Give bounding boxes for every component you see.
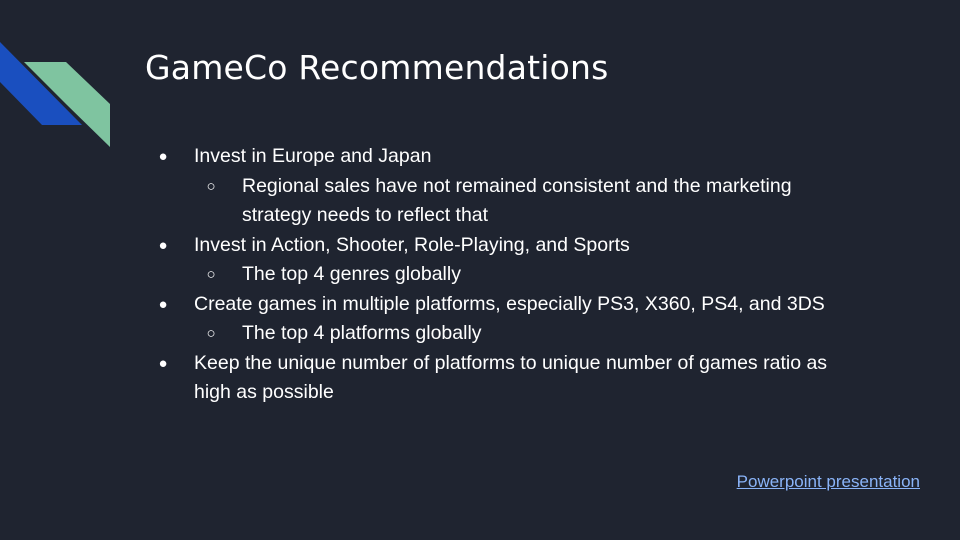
bullet-text: Keep the unique number of platforms to u… (194, 351, 828, 374)
bullet-item: ● Invest in Europe and Japan (0, 142, 960, 172)
bullet-text: Create games in multiple platforms, espe… (194, 292, 825, 315)
bullet-item: ● Create games in multiple platforms, es… (0, 290, 960, 320)
sub-bullet-marker: ○ (206, 266, 216, 283)
bullet-item: ● Keep the unique number of platforms to… (0, 349, 960, 379)
sub-bullet-text: Regional sales have not remained consist… (242, 174, 792, 197)
bullet-text: Invest in Action, Shooter, Role-Playing,… (194, 233, 630, 256)
sub-bullet-marker: ○ (206, 325, 216, 342)
bullet-marker: ● (158, 295, 168, 313)
slide-title: GameCo Recommendations (145, 48, 609, 87)
sub-bullet-marker: ○ (206, 177, 216, 195)
corner-decoration (0, 42, 110, 147)
decoration-green-stripe (24, 62, 110, 147)
sub-bullet-text: strategy needs to reflect that (242, 204, 489, 226)
sub-bullet-item: ○ Regional sales have not remained consi… (0, 172, 960, 202)
decoration-blue-stripe (0, 42, 82, 125)
bullet-continuation: high as possible (0, 378, 960, 408)
bullet-marker: ● (158, 354, 168, 372)
powerpoint-presentation-link[interactable]: Powerpoint presentation (736, 472, 920, 491)
bullet-text: high as possible (194, 381, 334, 403)
sub-bullet-item: ○ The top 4 platforms globally (0, 319, 960, 349)
bullet-marker: ● (158, 148, 168, 165)
sub-bullet-text: The top 4 genres globally (242, 263, 461, 285)
sub-bullet-item: ○ The top 4 genres globally (0, 260, 960, 290)
bullet-list: ● Invest in Europe and Japan ○ Regional … (0, 142, 960, 408)
sub-bullet-text: The top 4 platforms globally (242, 322, 482, 344)
bullet-marker: ● (158, 236, 168, 254)
bullet-item: ● Invest in Action, Shooter, Role-Playin… (0, 231, 960, 261)
bullet-text: Invest in Europe and Japan (194, 145, 432, 167)
sub-bullet-continuation: strategy needs to reflect that (0, 201, 960, 231)
